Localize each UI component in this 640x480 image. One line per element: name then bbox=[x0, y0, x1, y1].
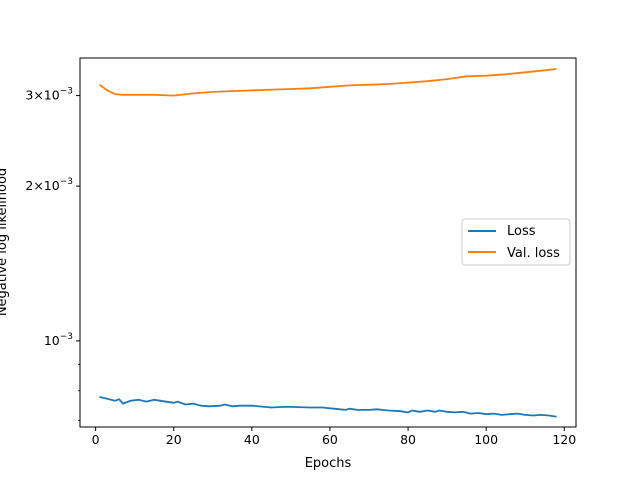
x-tick-label: 40 bbox=[244, 432, 260, 447]
x-axis-label: Epochs bbox=[305, 456, 352, 471]
val-loss-line bbox=[98, 68, 557, 97]
x-axis: 0 20 40 60 80 100 120 bbox=[92, 427, 576, 447]
y-axis: 10−3 2×10−3 3×10−3 bbox=[25, 87, 80, 421]
legend-label-val-loss: Val. loss bbox=[507, 246, 560, 261]
x-tick-label: 120 bbox=[552, 432, 576, 447]
x-tick-label: 100 bbox=[474, 432, 498, 447]
x-tick-label: 0 bbox=[92, 432, 100, 447]
series-layer bbox=[98, 68, 557, 418]
y-tick-label: 10−3 bbox=[44, 332, 73, 348]
y-axis-label: Negative log likelihood bbox=[0, 168, 10, 316]
y-tick-label: 2×10−3 bbox=[25, 177, 73, 193]
x-tick-label: 80 bbox=[400, 432, 416, 447]
legend: Loss Val. loss bbox=[461, 218, 571, 266]
y-tick-label: 3×10−3 bbox=[25, 87, 73, 103]
x-tick-label: 60 bbox=[322, 432, 338, 447]
legend-label-loss: Loss bbox=[507, 224, 536, 239]
x-tick-label: 20 bbox=[166, 432, 182, 447]
loss-line bbox=[99, 396, 557, 418]
